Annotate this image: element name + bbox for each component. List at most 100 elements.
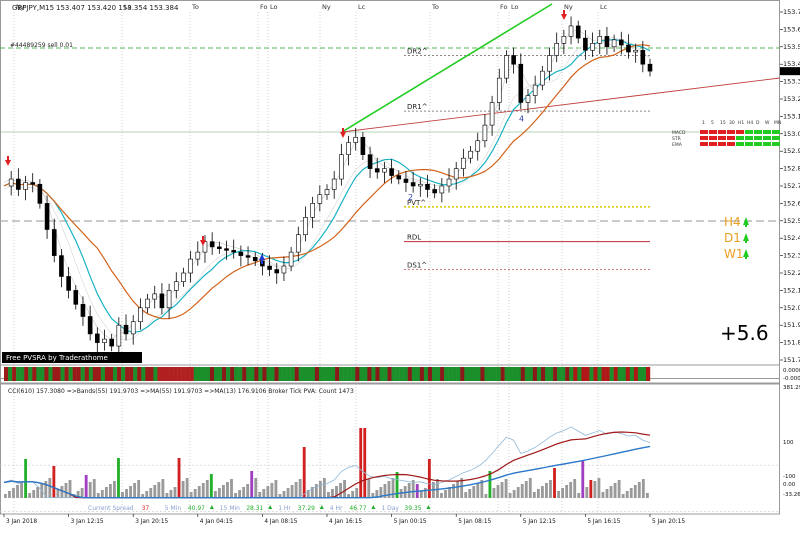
tick-volume-bar <box>270 483 274 498</box>
spread-value: 40.97 <box>188 505 205 512</box>
time-tick-label: 5 Jan 00:15 <box>394 519 427 525</box>
candle-body <box>310 203 315 218</box>
tick-volume-bar <box>68 480 72 498</box>
volume-strip-bar <box>553 367 558 381</box>
volume-strip-bar <box>80 367 85 381</box>
candle-body <box>568 25 574 37</box>
volume-strip-bar <box>359 367 364 381</box>
volume-strip-bar <box>189 367 194 381</box>
candle-body <box>138 307 143 323</box>
tick-volume-bar <box>508 493 512 498</box>
candle-body <box>389 168 394 176</box>
price-tick-label: 152.0 <box>783 304 800 312</box>
time-tick-label: 5 Jan 12:15 <box>523 519 556 525</box>
candle-body <box>590 43 595 51</box>
volume-strip-axis-label: 0.0000 <box>783 368 800 374</box>
volume-strip-bar <box>371 367 376 381</box>
tick-volume-bar <box>185 478 189 498</box>
tick-volume-bar <box>476 483 480 498</box>
mtf-cell <box>727 130 735 134</box>
volume-strip-bar <box>173 367 178 381</box>
candle-body <box>16 178 21 190</box>
tick-volume-bar <box>234 493 237 498</box>
spread-value: 39.35 <box>404 505 421 512</box>
candle-body <box>37 183 43 204</box>
volume-strip-bar <box>238 367 243 381</box>
volume-strip-bar <box>302 367 308 381</box>
tick-volume-bar <box>222 485 225 498</box>
candle-body <box>618 39 624 46</box>
tick-volume-bar <box>500 482 504 498</box>
candle-body <box>181 272 186 282</box>
volume-strip-bar <box>456 367 461 381</box>
volume-strip-bar <box>403 367 408 381</box>
tick-volume-bar <box>613 483 617 498</box>
tick-volume-bar <box>129 486 132 498</box>
tick-volume-bar <box>532 492 536 498</box>
candle-body <box>346 142 351 155</box>
big-value-readout: +5.6 <box>720 321 769 345</box>
volume-strip-bar <box>504 367 509 381</box>
volume-strip-bar <box>294 367 299 381</box>
volume-strip-bar <box>113 367 118 381</box>
candle-body <box>461 157 466 169</box>
tick-volume-bar <box>133 483 137 498</box>
volume-strip-bar <box>549 367 554 381</box>
volume-strip-bar <box>222 367 227 381</box>
arrow-stem <box>7 156 9 160</box>
volume-strip-bar <box>387 367 392 381</box>
tick-volume-bar <box>480 480 484 498</box>
wave-label-4: 4 <box>519 115 524 124</box>
tick-volume-bar <box>201 483 205 498</box>
tick-volume-bar <box>395 472 399 498</box>
tick-volume-bar <box>460 478 464 498</box>
trend-label-d1: D1 <box>724 231 741 245</box>
tick-volume-bar <box>520 484 524 498</box>
price-tick-label: 151.7 <box>783 356 800 364</box>
candle-body <box>51 229 57 256</box>
volume-strip-bar <box>492 367 497 381</box>
tick-volume-bar <box>383 484 387 498</box>
candle-body <box>231 250 236 253</box>
session-label-lc: Lc <box>358 3 366 11</box>
tick-volume-bar <box>314 484 318 498</box>
tick-volume-bar <box>16 485 19 498</box>
volume-strip-bar <box>262 367 267 381</box>
trend-label-w1: W1 <box>724 247 744 261</box>
tick-volume-bar <box>254 478 258 498</box>
tick-volume-bar <box>597 478 601 498</box>
candle-body <box>303 217 308 236</box>
tick-volume-bar <box>213 491 217 498</box>
volume-strip-bar <box>322 367 328 381</box>
tick-volume-bar <box>440 493 443 498</box>
mtf-cell <box>700 136 708 140</box>
mtf-cell <box>736 130 744 134</box>
volume-strip-bar <box>609 367 614 381</box>
candle-body <box>245 255 251 258</box>
tick-volume-bar <box>549 480 552 498</box>
spread-label: Current Spread <box>88 505 134 512</box>
session-label-ny: Ny <box>564 3 573 11</box>
volume-strip-bar <box>500 367 505 381</box>
tick-volume-bar <box>60 486 64 498</box>
mtf-tf-5: 5 <box>711 120 714 126</box>
tick-volume-bar <box>258 492 262 498</box>
tick-volume-bar <box>318 481 322 498</box>
spread-value: 37.29 <box>298 505 315 512</box>
candle-body <box>583 37 588 51</box>
tick-volume-bar <box>536 489 540 498</box>
volume-strip-bar <box>460 367 465 381</box>
volume-strip-bar <box>593 367 598 381</box>
candle-body <box>331 178 337 190</box>
volume-strip-bar <box>452 367 457 381</box>
candle-body <box>633 49 638 53</box>
volume-strip-bar <box>331 367 336 381</box>
tick-volume-bar <box>492 488 496 498</box>
tick-volume-bar <box>327 492 330 498</box>
trend-arrow-stem <box>745 256 747 259</box>
price-tick-label: 152.5 <box>783 217 800 225</box>
tick-volume-bar <box>149 488 153 498</box>
tick-volume-bar <box>145 491 149 498</box>
tick-volume-bar <box>64 483 68 498</box>
